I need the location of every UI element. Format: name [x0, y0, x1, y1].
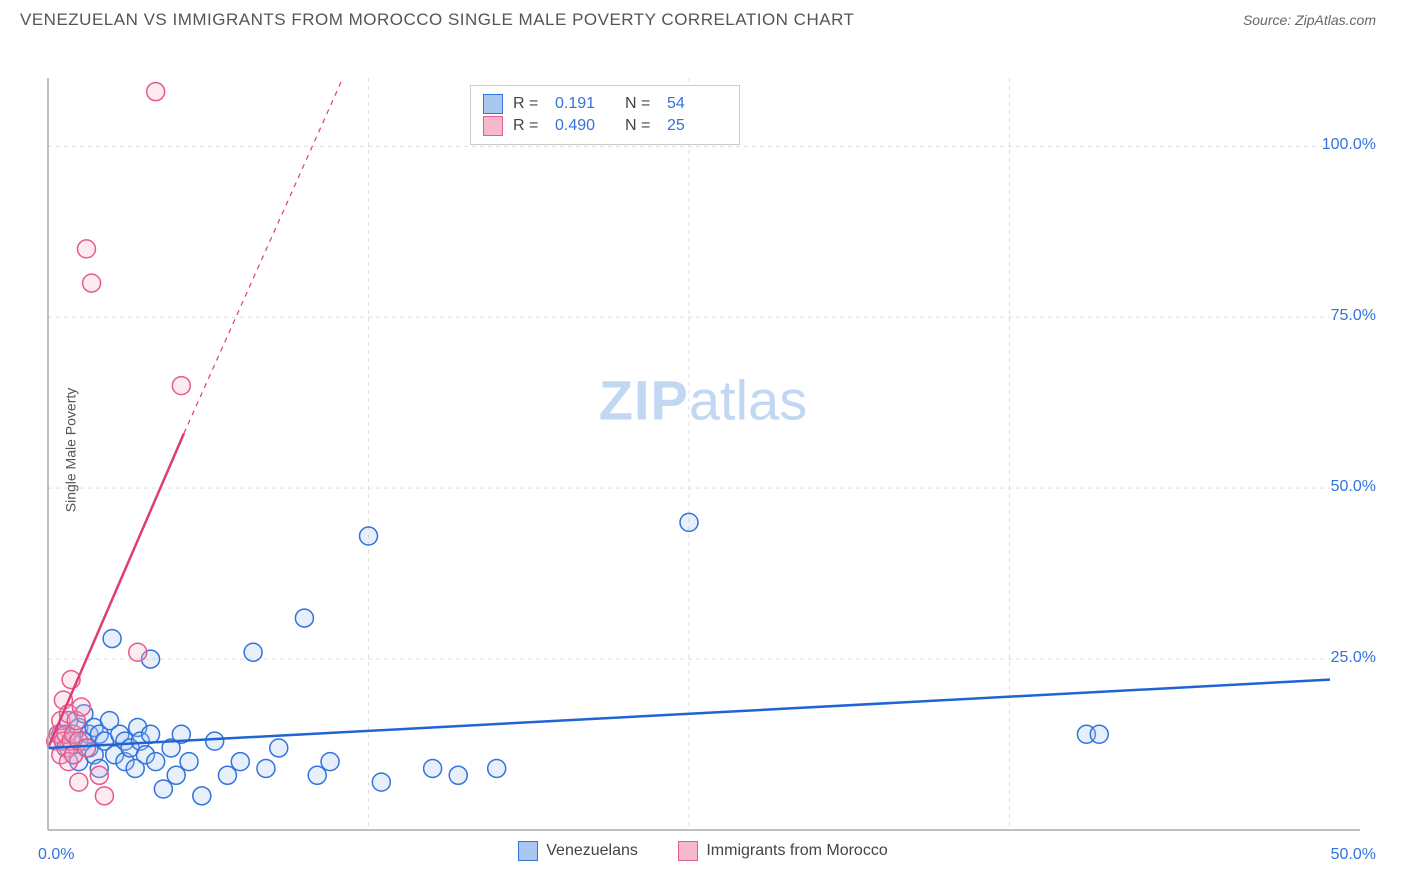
- legend-n-label: N =: [625, 95, 657, 113]
- x-axis-tick-label: 50.0%: [1331, 846, 1376, 864]
- legend-item: Immigrants from Morocco: [678, 841, 887, 861]
- chart-title: VENEZUELAN VS IMMIGRANTS FROM MOROCCO SI…: [20, 10, 854, 30]
- legend-swatch: [483, 116, 503, 136]
- legend-row: R = 0.191 N = 54: [483, 94, 727, 114]
- header: VENEZUELAN VS IMMIGRANTS FROM MOROCCO SI…: [0, 0, 1406, 30]
- legend-r-value: 0.191: [555, 95, 615, 113]
- y-axis-tick-label: 25.0%: [1331, 649, 1376, 667]
- legend-n-value: 54: [667, 95, 727, 113]
- y-axis-tick-label: 100.0%: [1322, 136, 1376, 154]
- legend-n-value: 25: [667, 117, 727, 135]
- y-axis-label: Single Male Poverty: [62, 388, 78, 513]
- chart-svg: [0, 30, 1406, 870]
- legend-r-value: 0.490: [555, 117, 615, 135]
- legend-swatch: [678, 841, 698, 861]
- legend-swatch: [483, 94, 503, 114]
- y-axis-tick-label: 75.0%: [1331, 307, 1376, 325]
- legend-item-label: Immigrants from Morocco: [706, 842, 887, 860]
- legend-item: Venezuelans: [518, 841, 638, 861]
- source-label: Source: ZipAtlas.com: [1243, 12, 1376, 28]
- series-legend: Venezuelans Immigrants from Morocco: [0, 841, 1406, 866]
- legend-r-label: R =: [513, 95, 545, 113]
- correlation-legend: R = 0.191 N = 54 R = 0.490 N = 25: [470, 85, 740, 145]
- x-axis-tick-label: 0.0%: [38, 846, 74, 864]
- legend-r-label: R =: [513, 117, 545, 135]
- legend-row: R = 0.490 N = 25: [483, 116, 727, 136]
- legend-item-label: Venezuelans: [546, 842, 638, 860]
- y-axis-tick-label: 50.0%: [1331, 478, 1376, 496]
- legend-n-label: N =: [625, 117, 657, 135]
- legend-swatch: [518, 841, 538, 861]
- chart-area: Single Male Poverty ZIPatlas R = 0.191 N…: [0, 30, 1406, 870]
